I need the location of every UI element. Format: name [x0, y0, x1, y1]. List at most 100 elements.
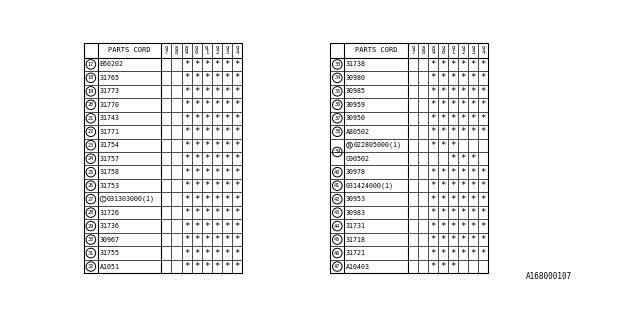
- Text: *: *: [194, 87, 199, 96]
- Text: *: *: [184, 195, 189, 204]
- Text: *: *: [481, 87, 486, 96]
- Text: *: *: [214, 87, 220, 96]
- Text: 31753: 31753: [99, 183, 120, 189]
- Text: *: *: [214, 114, 220, 123]
- Text: *: *: [224, 73, 230, 82]
- Text: *: *: [430, 127, 436, 136]
- Text: *: *: [430, 195, 436, 204]
- Text: *: *: [451, 60, 456, 69]
- Text: *: *: [234, 168, 239, 177]
- Text: *: *: [184, 235, 189, 244]
- Text: 9
1: 9 1: [205, 45, 209, 55]
- Text: 32: 32: [88, 264, 94, 269]
- Text: 38: 38: [334, 129, 340, 134]
- Text: 47: 47: [334, 264, 340, 269]
- Text: *: *: [184, 262, 189, 271]
- Text: *: *: [194, 208, 199, 217]
- Text: *: *: [440, 141, 446, 150]
- Text: *: *: [224, 154, 230, 163]
- Text: *: *: [184, 114, 189, 123]
- Text: 31: 31: [88, 251, 94, 256]
- Text: 9
3: 9 3: [225, 45, 228, 55]
- Text: *: *: [204, 154, 209, 163]
- Text: *: *: [430, 208, 436, 217]
- Text: 22: 22: [88, 129, 94, 134]
- Text: *: *: [440, 235, 446, 244]
- Text: *: *: [470, 114, 476, 123]
- Text: *: *: [204, 262, 209, 271]
- Text: *: *: [184, 221, 189, 231]
- Text: *: *: [470, 195, 476, 204]
- Text: 30: 30: [88, 237, 94, 242]
- Text: *: *: [461, 181, 466, 190]
- Text: *: *: [461, 195, 466, 204]
- Text: A10403: A10403: [346, 263, 370, 269]
- Text: 31721: 31721: [346, 250, 366, 256]
- Text: *: *: [451, 168, 456, 177]
- Text: 37: 37: [334, 116, 340, 121]
- Text: *: *: [184, 100, 189, 109]
- Text: *: *: [451, 114, 456, 123]
- Text: C00502: C00502: [346, 156, 370, 162]
- Text: *: *: [461, 221, 466, 231]
- Text: *: *: [194, 195, 199, 204]
- Text: *: *: [451, 127, 456, 136]
- Text: *: *: [430, 262, 436, 271]
- Text: 20: 20: [88, 102, 94, 107]
- Text: *: *: [224, 114, 230, 123]
- Text: *: *: [224, 262, 230, 271]
- Text: *: *: [470, 249, 476, 258]
- Text: *: *: [214, 141, 220, 150]
- Text: 9
7: 9 7: [412, 45, 415, 55]
- Text: *: *: [470, 73, 476, 82]
- Bar: [84, 43, 242, 273]
- Text: *: *: [214, 181, 220, 190]
- Text: *: *: [234, 100, 239, 109]
- Text: *: *: [194, 114, 199, 123]
- Text: *: *: [430, 114, 436, 123]
- Text: *: *: [194, 221, 199, 231]
- Text: PARTS CORD: PARTS CORD: [355, 47, 397, 53]
- Text: *: *: [430, 60, 436, 69]
- Text: *: *: [234, 87, 239, 96]
- Text: *: *: [224, 181, 230, 190]
- Text: *: *: [451, 87, 456, 96]
- Text: *: *: [470, 154, 476, 163]
- Text: 41: 41: [334, 183, 340, 188]
- Text: 31731: 31731: [346, 223, 366, 229]
- Text: 18: 18: [88, 76, 94, 80]
- Text: *: *: [461, 249, 466, 258]
- Text: *: *: [234, 154, 239, 163]
- Text: *: *: [214, 262, 220, 271]
- Text: *: *: [440, 73, 446, 82]
- Text: *: *: [430, 221, 436, 231]
- Text: 43: 43: [334, 210, 340, 215]
- Text: *: *: [194, 249, 199, 258]
- Text: *: *: [224, 221, 230, 231]
- Text: 44: 44: [334, 224, 340, 228]
- Text: *: *: [214, 208, 220, 217]
- Text: *: *: [204, 235, 209, 244]
- Text: *: *: [214, 100, 220, 109]
- Text: *: *: [194, 141, 199, 150]
- Text: *: *: [234, 221, 239, 231]
- Text: 31771: 31771: [99, 129, 120, 135]
- Text: 31758: 31758: [99, 169, 120, 175]
- Text: *: *: [451, 235, 456, 244]
- Text: *: *: [204, 60, 209, 69]
- Text: *: *: [440, 262, 446, 271]
- Text: *: *: [430, 87, 436, 96]
- Text: *: *: [194, 154, 199, 163]
- Text: 30983: 30983: [346, 210, 366, 216]
- Text: *: *: [470, 221, 476, 231]
- Text: 23: 23: [88, 143, 94, 148]
- Text: 8
8: 8 8: [175, 45, 178, 55]
- Text: *: *: [430, 73, 436, 82]
- Text: *: *: [430, 100, 436, 109]
- Text: 031424000(1): 031424000(1): [346, 182, 394, 189]
- Text: *: *: [184, 127, 189, 136]
- Text: 30985: 30985: [346, 88, 366, 94]
- Text: 31765: 31765: [99, 75, 120, 81]
- Text: 46: 46: [334, 251, 340, 256]
- Text: *: *: [451, 100, 456, 109]
